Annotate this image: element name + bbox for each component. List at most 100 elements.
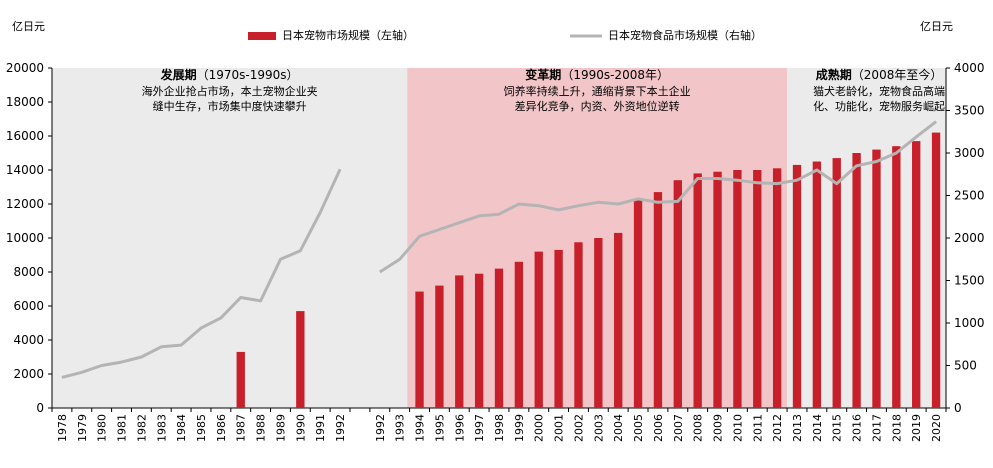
bar	[932, 133, 940, 408]
left-tick-label: 0	[36, 401, 44, 415]
phase-desc-line1: 猫犬老龄化，宠物食品高端	[813, 84, 945, 98]
phase-title-name: 成熟期	[816, 67, 852, 82]
phase-bg-development	[52, 68, 407, 408]
x-tick-label: 2019	[910, 414, 923, 442]
x-tick-label: 2009	[712, 414, 725, 442]
x-tick-label: 2003	[592, 414, 605, 442]
x-tick-label: 2017	[870, 414, 883, 442]
right-tick-label: 4000	[954, 61, 985, 75]
phase-title-name: 发展期	[160, 67, 197, 82]
x-tick-label: 1992	[374, 414, 387, 442]
bar	[733, 170, 741, 408]
x-tick-label: 1987	[235, 414, 248, 442]
x-tick-label: 2014	[811, 414, 824, 442]
x-tick-label: 1979	[76, 414, 89, 442]
x-tick-label: 2006	[652, 414, 665, 442]
x-tick-label: 2011	[751, 414, 764, 442]
bar	[435, 286, 443, 408]
x-tick-label: 1988	[255, 414, 268, 442]
bar	[773, 168, 781, 408]
phase-title-name: 变革期	[525, 67, 561, 82]
phase-title-period: （1970s-1990s）	[197, 68, 299, 82]
legend-bar-label: 日本宠物市场规模（左轴）	[282, 28, 414, 42]
right-tick-label: 3500	[954, 104, 985, 118]
x-tick-label: 2008	[692, 414, 705, 442]
bar	[594, 238, 602, 408]
phase-title-1: 变革期（1990s-2008年）	[525, 67, 669, 82]
x-tick-label: 2012	[771, 414, 784, 442]
phase-title-period: （2008年至今）	[852, 67, 943, 82]
x-tick-label: 1999	[513, 414, 526, 442]
x-tick-label: 1991	[314, 414, 327, 442]
phase-bg-maturity	[787, 68, 946, 408]
phase-desc-line2: 缝中生存，市场集中度快速攀升	[153, 99, 307, 113]
x-tick-label: 1986	[215, 414, 228, 442]
x-tick-label: 2013	[791, 414, 804, 442]
bar	[515, 262, 523, 408]
left-tick-label: 18000	[6, 95, 44, 109]
x-tick-label: 2001	[553, 414, 566, 442]
right-tick-label: 1500	[954, 274, 985, 288]
bar	[713, 172, 721, 408]
x-tick-label: 2002	[572, 414, 585, 442]
bar	[674, 180, 682, 408]
right-unit-label: 亿日元	[920, 20, 953, 33]
x-tick-label: 1990	[294, 414, 307, 442]
bar	[753, 170, 761, 408]
bar	[693, 173, 701, 408]
left-unit-label: 亿日元	[12, 20, 45, 33]
phase-desc-line2: 差异化竞争，内资、外资地位逆转	[515, 99, 680, 113]
bar	[912, 141, 920, 408]
left-tick-label: 8000	[13, 265, 44, 279]
x-tick-label: 1982	[135, 414, 148, 442]
bar	[833, 158, 841, 408]
x-tick-label: 2010	[731, 414, 744, 442]
left-tick-label: 16000	[6, 129, 44, 143]
bar	[415, 292, 423, 408]
x-tick-label: 1983	[155, 414, 168, 442]
x-tick-label: 1980	[96, 414, 109, 442]
bar	[296, 311, 304, 408]
x-tick-label: 1978	[56, 414, 69, 442]
bar	[495, 269, 503, 408]
bar	[793, 165, 801, 408]
left-tick-label: 20000	[6, 61, 44, 75]
bar	[455, 275, 463, 408]
left-tick-label: 14000	[6, 163, 44, 177]
bar	[813, 162, 821, 409]
x-tick-label: 1996	[453, 414, 466, 442]
right-tick-label: 500	[954, 359, 977, 373]
left-tick-label: 2000	[13, 367, 44, 381]
right-tick-label: 3000	[954, 146, 985, 160]
bar	[852, 153, 860, 408]
x-tick-label: 1994	[414, 414, 427, 442]
x-tick-label: 2004	[612, 414, 625, 442]
legend-bar-swatch	[248, 32, 276, 40]
x-tick-label: 1998	[493, 414, 506, 442]
x-tick-label: 1984	[175, 414, 188, 442]
phase-title-2: 成熟期（2008年至今）	[816, 67, 943, 82]
x-tick-label: 1995	[433, 414, 446, 442]
legend-line-label: 日本宠物食品市场规模（右轴）	[608, 28, 762, 42]
right-tick-label: 0	[954, 401, 962, 415]
bar	[535, 252, 543, 408]
x-tick-label: 2016	[851, 414, 864, 442]
bar	[872, 150, 880, 408]
x-tick-label: 1989	[274, 414, 287, 442]
x-tick-label: 2000	[533, 414, 546, 442]
x-tick-label: 1985	[195, 414, 208, 442]
x-tick-label: 2020	[930, 414, 943, 442]
bar	[475, 274, 483, 408]
left-tick-label: 4000	[13, 333, 44, 347]
x-tick-label: 2005	[632, 414, 645, 442]
bar	[614, 233, 622, 408]
x-tick-label: 1992	[334, 414, 347, 442]
bar	[237, 352, 245, 408]
phase-desc-line1: 饲养率持续上升，通缩背景下本土企业	[504, 84, 691, 98]
phase-desc-line1: 海外企业抢占市场，本土宠物企业夹	[142, 84, 318, 98]
x-tick-label: 1993	[394, 414, 407, 442]
right-tick-label: 1000	[954, 316, 985, 330]
left-tick-label: 10000	[6, 231, 44, 245]
